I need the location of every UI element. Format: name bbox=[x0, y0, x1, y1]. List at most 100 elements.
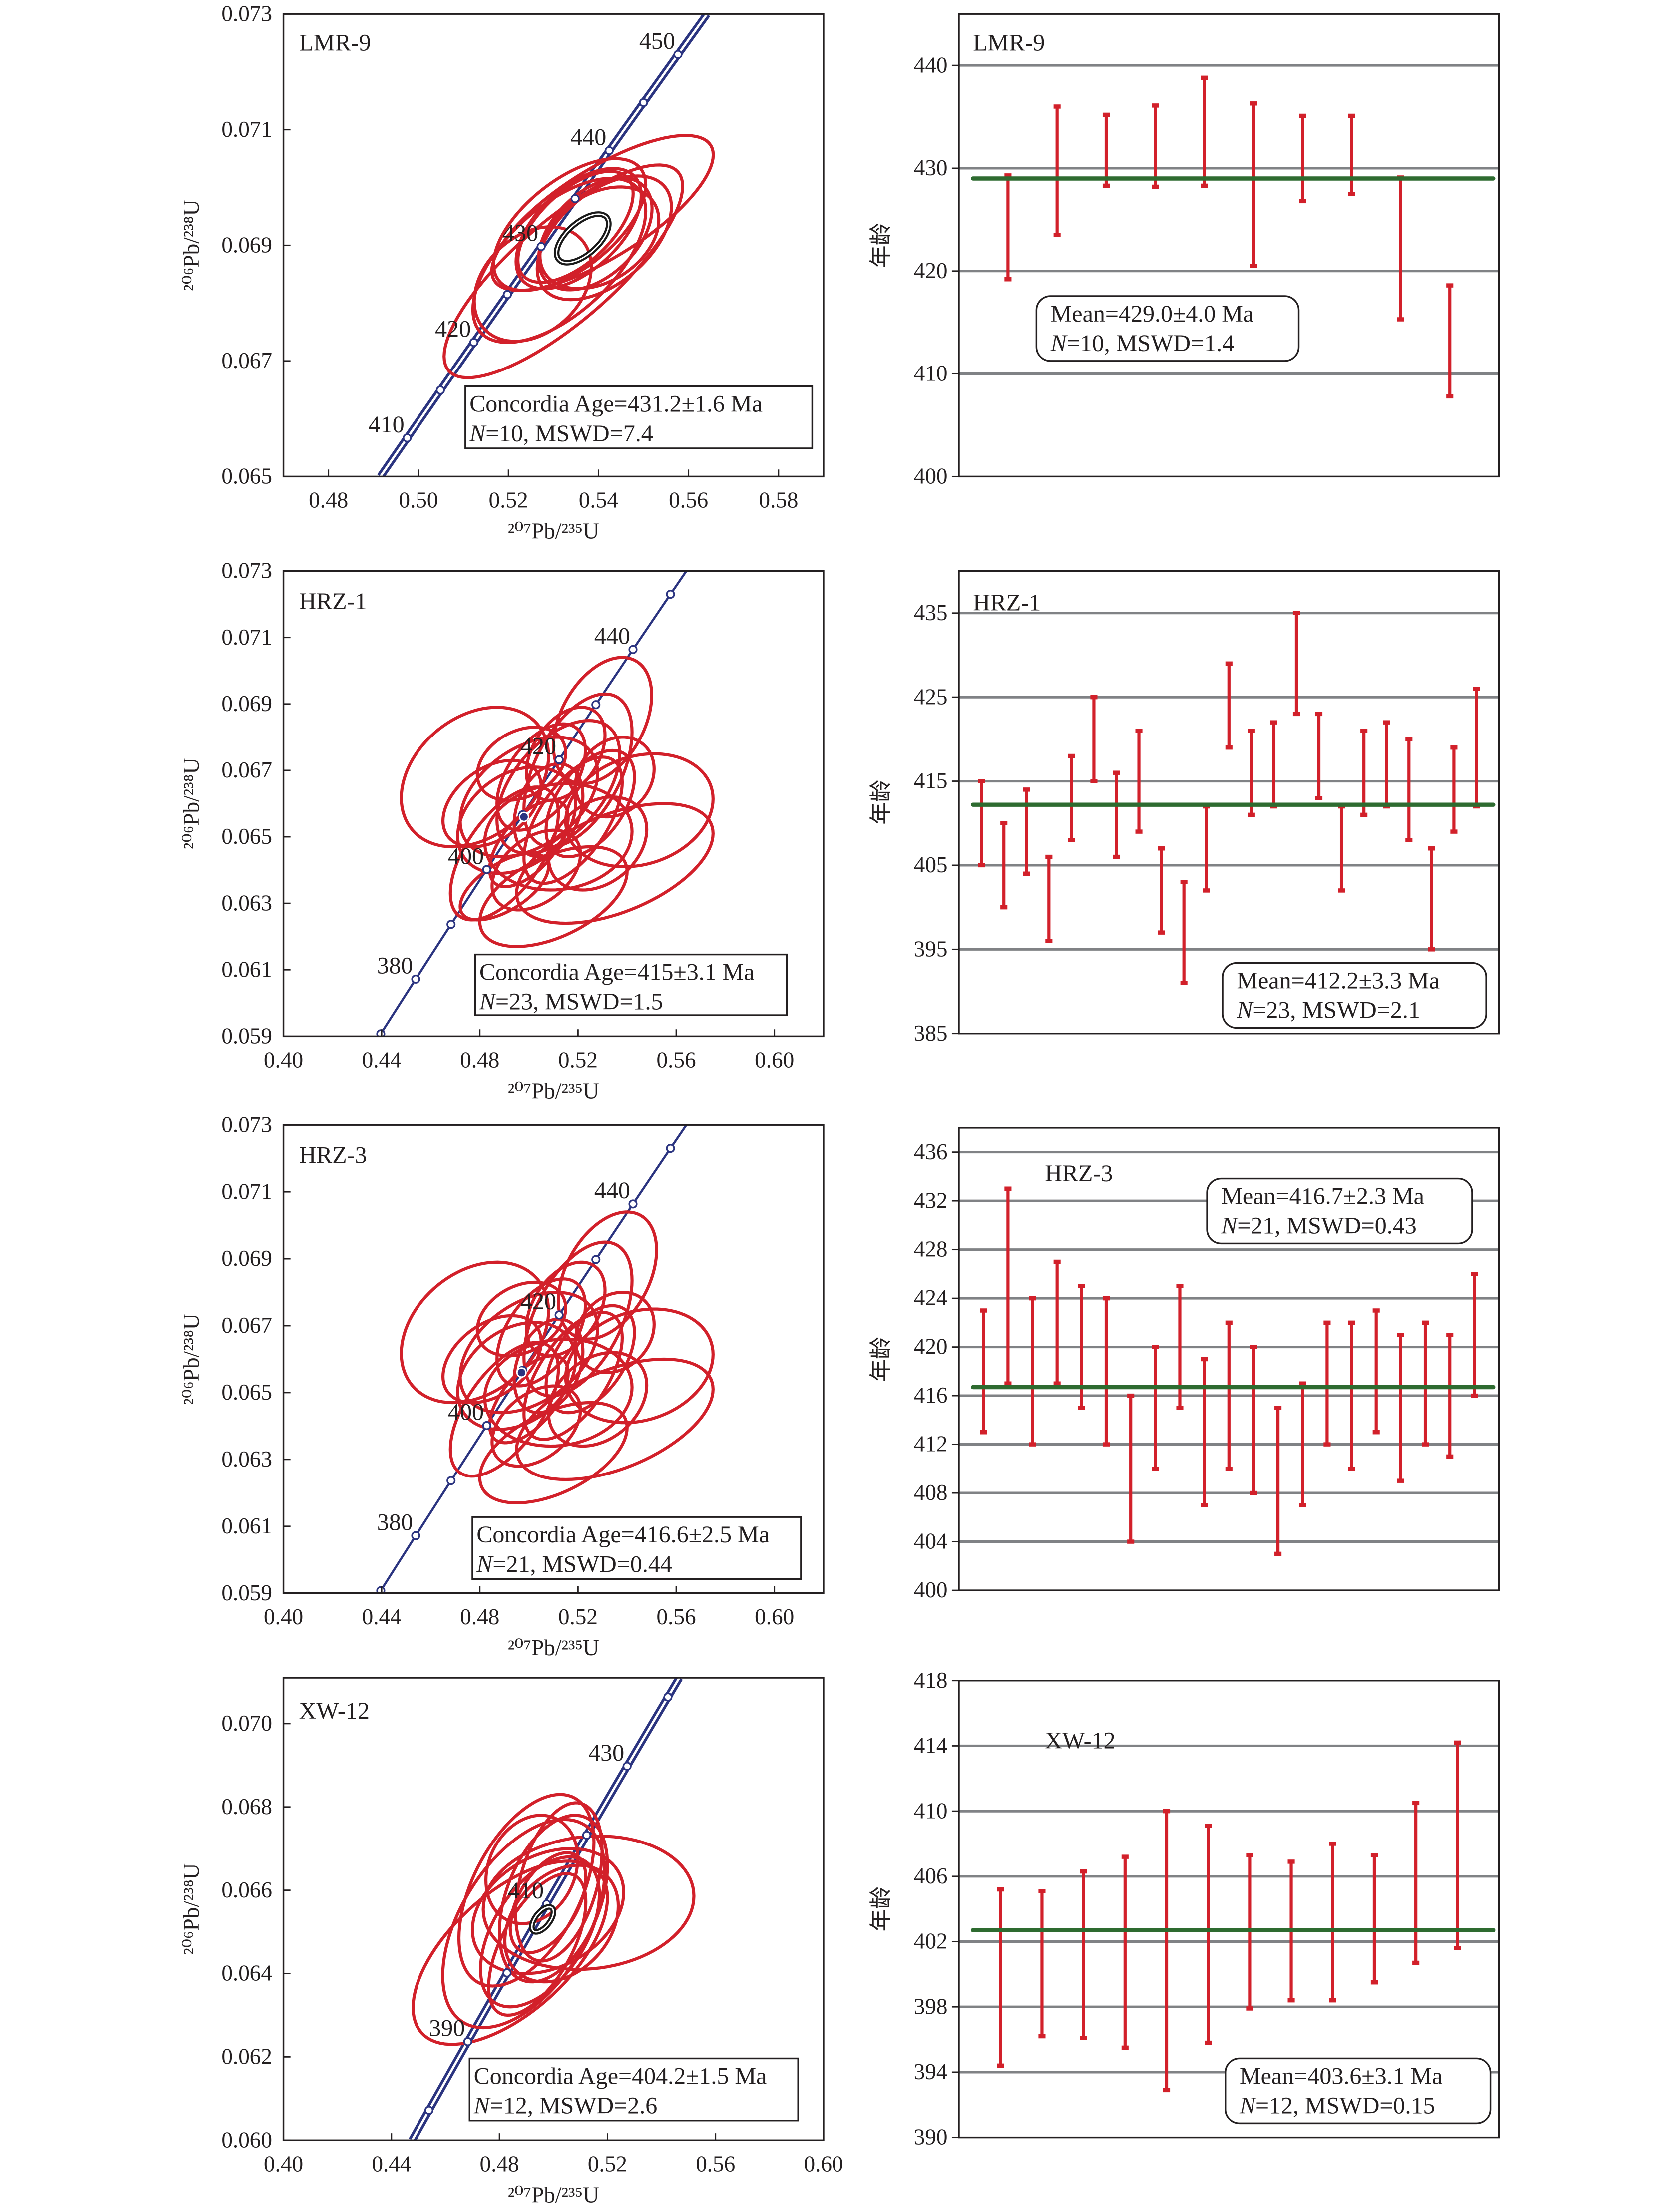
y-tick-label: 0.065 bbox=[221, 464, 272, 489]
x-axis-title: ²⁰⁷Pb/²³⁵U bbox=[508, 1079, 599, 1104]
error-bar bbox=[1471, 1272, 1478, 1398]
analysis-ellipse bbox=[457, 1793, 596, 1988]
legend-n-symbol: N bbox=[469, 420, 487, 447]
y-tick-label: 0.061 bbox=[221, 1513, 272, 1538]
error-bar bbox=[1446, 283, 1454, 399]
analysis-ellipse bbox=[538, 185, 661, 291]
analysis-ellipse bbox=[522, 1240, 634, 1398]
y-tick-label: 410 bbox=[914, 1798, 948, 1823]
legend-stats-value: =12, MSWD=0.15 bbox=[1255, 2093, 1435, 2119]
age-label: 380 bbox=[377, 953, 413, 979]
age-label: 420 bbox=[435, 316, 471, 342]
age-marker bbox=[666, 1144, 675, 1153]
error-bar bbox=[1053, 1259, 1061, 1386]
legend-frame bbox=[474, 953, 788, 1016]
age-marker bbox=[582, 1831, 591, 1840]
legend-box: Mean=412.2±3.3 Ma N=23, MSWD=2.1 bbox=[1222, 962, 1487, 1029]
legend-stats-value: =10, MSWD=7.4 bbox=[485, 420, 653, 447]
error-bar bbox=[997, 1887, 1004, 2068]
y-tick-label: 420 bbox=[914, 1334, 948, 1359]
error-bar bbox=[1180, 880, 1188, 985]
y-tick-label: 402 bbox=[914, 1929, 948, 1954]
x-tick-label: 0.60 bbox=[804, 2151, 843, 2176]
age-marker bbox=[503, 290, 512, 299]
age-marker bbox=[424, 2106, 433, 2115]
error-bar bbox=[1338, 804, 1345, 893]
legend-age-text: Mean=416.7±2.3 Ma bbox=[1221, 1183, 1424, 1209]
error-bar bbox=[1370, 1853, 1378, 1985]
age-marker bbox=[554, 1310, 564, 1320]
sample-label: HRZ-3 bbox=[299, 1142, 367, 1168]
x-axis-title: ²⁰⁷Pb/²³⁵U bbox=[508, 519, 599, 544]
analysis-ellipse bbox=[564, 752, 715, 868]
age-marker bbox=[435, 385, 445, 395]
x-tick-label: 0.52 bbox=[588, 2151, 627, 2176]
concordia-age-ellipse-inner bbox=[556, 213, 610, 264]
analysis-ellipse bbox=[441, 1314, 543, 1405]
plot-area bbox=[959, 1151, 1499, 1556]
analysis-ellipse bbox=[515, 802, 715, 925]
x-tick-label: 0.44 bbox=[362, 1047, 402, 1072]
y-tick-label: 0.068 bbox=[221, 1794, 272, 1819]
analysis-ellipse bbox=[487, 1872, 588, 2017]
age-label: 440 bbox=[594, 623, 630, 649]
x-tick-label: 0.52 bbox=[558, 1047, 598, 1072]
plot-area bbox=[959, 611, 1499, 985]
errorbar-chart-hrz-3: 400 404 408 412 416 420 424 428 432 436 年龄 HRZ-3 Mea… bbox=[868, 1127, 1500, 1602]
error-bar bbox=[1004, 173, 1012, 282]
y-tick-label: 0.059 bbox=[221, 1580, 272, 1605]
error-bar bbox=[1360, 729, 1368, 817]
analysis-ellipse bbox=[483, 1337, 634, 1448]
age-label: 410 bbox=[369, 411, 405, 438]
analysis-ellipse bbox=[470, 1847, 625, 1975]
y-axis-title: 年龄 bbox=[868, 1337, 893, 1382]
error-bar bbox=[1383, 720, 1390, 809]
age-marker bbox=[666, 590, 675, 599]
age-marker bbox=[536, 242, 546, 251]
concordia-age-ellipse-inner bbox=[531, 1906, 554, 1933]
age-label: 400 bbox=[448, 843, 484, 869]
error-bar bbox=[1080, 1869, 1087, 2040]
concordia-chart-lmr-9: 410 420 430 440 450 0.065 0.067 0.069 0.071 0.073… bbox=[179, 1, 825, 544]
legend-frame bbox=[1035, 295, 1300, 362]
age-label: 440 bbox=[594, 1177, 630, 1204]
error-bar bbox=[1450, 745, 1458, 834]
y-tick-label: 405 bbox=[914, 852, 948, 877]
age-marker bbox=[482, 865, 491, 874]
legend-frame bbox=[1222, 962, 1487, 1029]
error-bar bbox=[1348, 113, 1355, 196]
age-marker bbox=[673, 50, 683, 59]
legend-n-symbol: N bbox=[473, 2093, 491, 2119]
age-label: 380 bbox=[377, 1509, 413, 1535]
legend-n-symbol: N bbox=[1236, 997, 1254, 1024]
age-marker bbox=[622, 1762, 632, 1771]
error-bar bbox=[1225, 661, 1233, 750]
y-tick-label: 432 bbox=[914, 1188, 948, 1213]
analysis-ellipse bbox=[475, 726, 567, 802]
analysis-ellipse bbox=[574, 1290, 656, 1374]
legend-n-symbol: N bbox=[476, 1551, 494, 1577]
legend-stats-text: N=12, MSWD=0.15 bbox=[1239, 2093, 1435, 2119]
plot-frame bbox=[958, 570, 1500, 1035]
error-bar bbox=[1348, 1320, 1355, 1471]
legend-stats-value: =21, MSWD=0.43 bbox=[1237, 1213, 1416, 1239]
error-bar bbox=[1372, 1308, 1380, 1435]
analysis-ellipse bbox=[512, 1317, 585, 1415]
y-tick-label: 400 bbox=[914, 1577, 948, 1602]
y-tick-label: 0.067 bbox=[221, 348, 272, 373]
y-tick-label: 0.073 bbox=[221, 1, 272, 26]
error-bar bbox=[1152, 1345, 1159, 1471]
analysis-ellipse bbox=[556, 1210, 658, 1341]
legend-box: Concordia Age=415±3.1 Ma N=23, MSWD=1.5 bbox=[474, 953, 788, 1016]
y-axis-title: 年龄 bbox=[868, 1886, 893, 1931]
error-bar bbox=[1135, 729, 1143, 834]
legend-box: Concordia Age=431.2±1.6 Ma N=10, MSWD=7.4 bbox=[464, 385, 814, 449]
analysis-ellipse bbox=[574, 736, 656, 819]
analysis-ellipse bbox=[522, 692, 634, 849]
analysis-ellipse bbox=[483, 782, 634, 892]
x-tick-label: 0.40 bbox=[264, 1604, 303, 1629]
analysis-ellipse bbox=[471, 176, 648, 344]
age-marker bbox=[554, 755, 564, 764]
analysis-ellipse bbox=[515, 1357, 715, 1481]
